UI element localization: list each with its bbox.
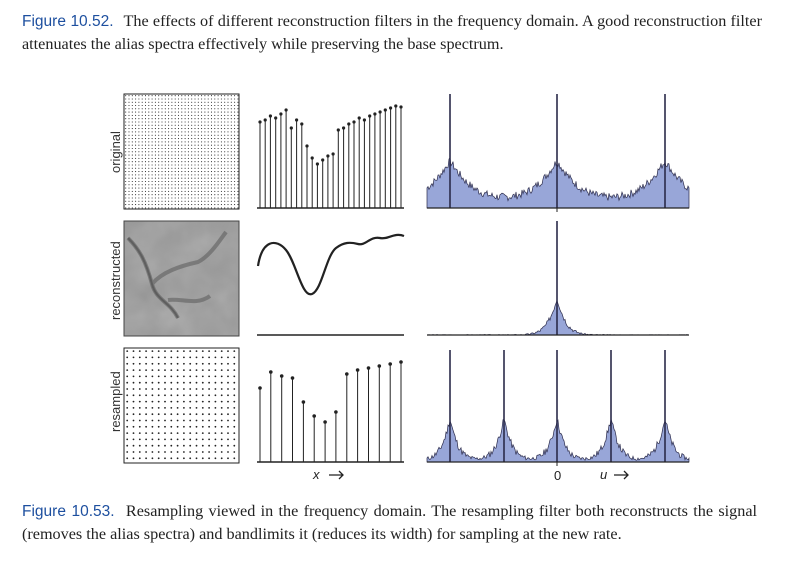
figure-10-53-caption: Figure 10.53. Resampling viewed in the f… xyxy=(22,500,757,545)
resampled-image-panel xyxy=(123,347,240,464)
svg-text:u: u xyxy=(600,467,607,482)
original-signal-plot xyxy=(257,104,404,209)
resampled-spectrum-plot xyxy=(426,350,690,466)
u-axis-label: u xyxy=(600,467,629,482)
svg-text:0: 0 xyxy=(554,468,561,483)
zero-tick-label: 0 xyxy=(554,468,561,483)
figure-label: Figure 10.53. xyxy=(22,503,115,520)
row-label-reconstructed: reconstructed xyxy=(108,241,123,320)
figure-10-52-caption: Figure 10.52. The effects of different r… xyxy=(22,10,762,55)
row-label-original: original xyxy=(108,131,123,173)
reconstructed-signal-plot xyxy=(256,233,405,336)
caption-text: Resampling viewed in the frequency domai… xyxy=(22,502,757,543)
svg-text:x: x xyxy=(312,467,320,482)
reconstructed-spectrum-plot xyxy=(427,221,689,336)
reconstructed-image-panel xyxy=(123,220,240,337)
row-label-resampled: resampled xyxy=(108,371,123,432)
figure-label: Figure 10.52. xyxy=(22,13,114,30)
resampled-signal-plot xyxy=(257,360,404,463)
caption-text: The effects of different reconstruction … xyxy=(22,12,762,53)
x-axis-label: x xyxy=(312,467,344,482)
original-image-panel xyxy=(123,93,240,210)
original-spectrum-plot xyxy=(426,94,690,212)
